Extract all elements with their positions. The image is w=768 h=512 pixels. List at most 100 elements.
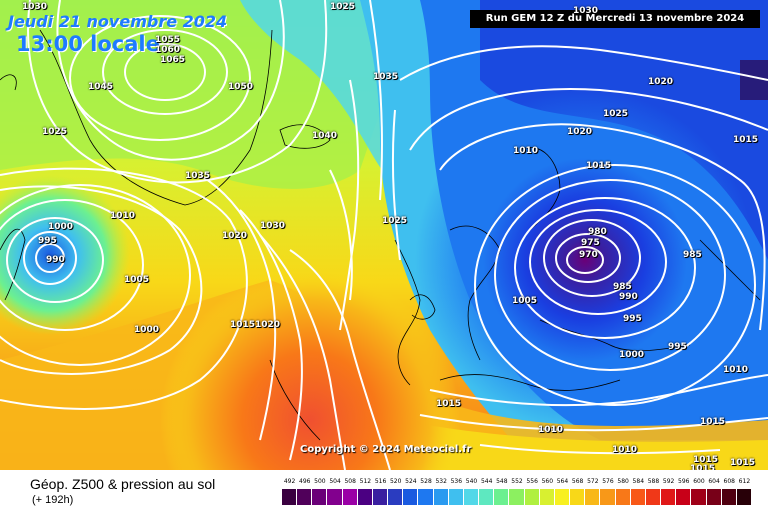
isobar-label: 1065 xyxy=(160,55,186,65)
scale-label: 544 xyxy=(480,478,493,485)
scale-label: 536 xyxy=(450,478,463,485)
isobar-label: 995 xyxy=(38,236,57,246)
isobar-label: 1015 xyxy=(230,320,256,330)
parameter-title: Géop. Z500 & pression au sol xyxy=(30,476,216,492)
isobar-label: 1000 xyxy=(134,325,160,335)
isobar-label: 1015 xyxy=(700,417,726,427)
scale-label: 612 xyxy=(738,478,751,485)
isobar-label: 1000 xyxy=(48,222,74,232)
scale-label: 552 xyxy=(511,478,523,485)
isobar-label: 990 xyxy=(619,292,638,302)
isobar-label: 1020 xyxy=(222,231,248,241)
forecast-range: (+ 192h) xyxy=(32,494,74,506)
isobar-label: 1005 xyxy=(124,275,150,285)
scale-label: 584 xyxy=(632,478,645,485)
scale-label: 564 xyxy=(556,478,569,485)
scale-swatch xyxy=(585,489,601,505)
scale-label: 492 xyxy=(283,478,296,485)
field-high xyxy=(150,270,470,470)
isobar-label: 1015 xyxy=(730,458,756,468)
scale-swatch xyxy=(539,489,555,505)
weather-map: Jeudi 21 novembre 2024 13:00 locale Run … xyxy=(0,0,768,470)
isobar-label: 1060 xyxy=(155,45,181,55)
scale-label: 520 xyxy=(389,478,402,485)
isobar-label: 1020 xyxy=(648,77,674,87)
scale-swatch xyxy=(312,489,328,505)
scale-swatch xyxy=(661,489,677,505)
isobar-label: 1030 xyxy=(260,221,286,231)
scale-swatch xyxy=(342,489,358,505)
scale-label: 516 xyxy=(374,478,387,485)
isobar-label: 1015 xyxy=(733,135,759,145)
scale-label: 596 xyxy=(678,478,690,485)
isobar-label: 1015 xyxy=(586,161,612,171)
isobar-label: 1015 xyxy=(693,455,719,465)
scale-swatch xyxy=(570,489,586,505)
scale-label: 540 xyxy=(465,478,478,485)
scale-label: 508 xyxy=(344,478,356,485)
isobar-lines xyxy=(0,0,768,470)
scale-swatch xyxy=(615,489,631,505)
isobar-label: 1005 xyxy=(512,296,538,306)
scale-swatch xyxy=(282,489,298,505)
isobar-label: 995 xyxy=(623,314,642,324)
scale-swatch xyxy=(676,489,692,505)
scale-label: 592 xyxy=(662,478,675,485)
isobar-label: 995 xyxy=(668,342,687,352)
isobar-label: 1030 xyxy=(22,2,48,12)
isobar-label: 1055 xyxy=(155,35,181,45)
isobar-label: 990 xyxy=(46,255,65,265)
scale-label: 608 xyxy=(723,478,735,485)
field-south-east xyxy=(400,420,768,470)
scale-swatch xyxy=(524,489,540,505)
scale-swatch xyxy=(403,489,419,505)
scale-swatch xyxy=(494,489,510,505)
scale-swatch xyxy=(645,489,662,505)
scale-label: 600 xyxy=(693,478,705,485)
isobar-label: 1010 xyxy=(723,365,749,375)
scale-swatch xyxy=(554,489,571,505)
scale-label: 588 xyxy=(647,478,660,485)
scale-label: 556 xyxy=(526,478,538,485)
scale-swatch xyxy=(433,489,449,505)
copyright-text: Copyright © 2024 Meteociel.fr xyxy=(300,444,472,455)
isobar-label: 1025 xyxy=(603,109,629,119)
scale-label: 568 xyxy=(571,478,584,485)
scale-swatch xyxy=(357,489,373,505)
scale-swatch xyxy=(691,489,707,505)
scale-label: 572 xyxy=(587,478,599,485)
forecast-date: Jeudi 21 novembre 2024 xyxy=(8,12,228,31)
scale-label: 528 xyxy=(420,478,432,485)
isobar-label: 1035 xyxy=(373,72,399,82)
scale-label: 580 xyxy=(617,478,629,485)
scale-swatch xyxy=(630,489,646,505)
isobar-label: 1050 xyxy=(228,82,254,92)
isobar-label: 1045 xyxy=(88,82,114,92)
scale-swatch xyxy=(372,489,389,505)
isobar-label: 1015 xyxy=(436,399,462,409)
scale-swatch xyxy=(463,489,480,505)
scale-label: 576 xyxy=(602,478,614,485)
scale-label: 560 xyxy=(541,478,554,485)
forecast-time: 13:00 locale xyxy=(16,32,160,56)
isobar-label: 1020 xyxy=(567,127,593,137)
isobar-label: 1010 xyxy=(110,211,136,221)
isobar-label: 970 xyxy=(579,250,598,260)
scale-swatch xyxy=(327,489,343,505)
isobar-label: 1030 xyxy=(573,6,599,16)
scale-swatch xyxy=(388,489,404,505)
scale-swatch xyxy=(736,489,752,505)
scale-swatch xyxy=(509,489,525,505)
scale-label: 548 xyxy=(496,478,508,485)
scale-label: 504 xyxy=(329,478,341,485)
geopotential-field xyxy=(0,0,768,470)
isobar-label: 985 xyxy=(613,282,632,292)
scale-swatch xyxy=(600,489,616,505)
isobar-label: 1010 xyxy=(513,146,539,156)
field-dark-corner xyxy=(740,60,768,100)
scale-label: 500 xyxy=(314,478,326,485)
scale-label: 532 xyxy=(435,478,447,485)
isobar-label: 1025 xyxy=(42,127,68,137)
isobar-label: 1020 xyxy=(255,320,281,330)
scale-label: 524 xyxy=(405,478,417,485)
